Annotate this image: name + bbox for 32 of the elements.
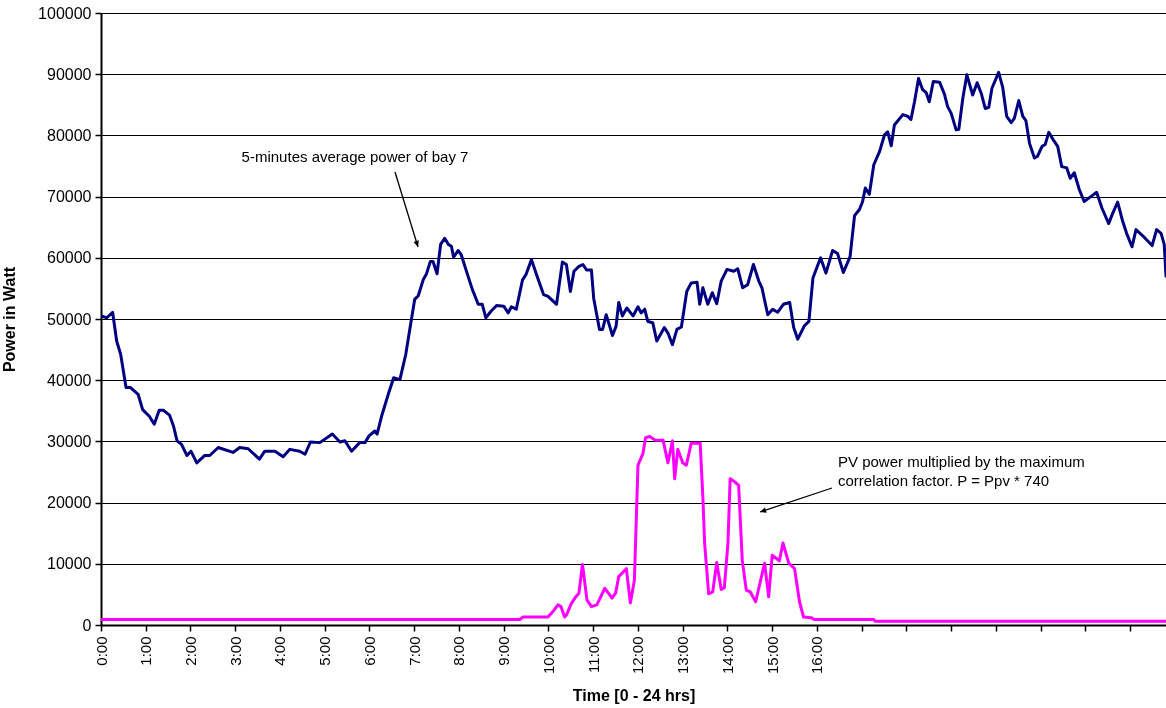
x-tick-label: 1:00 bbox=[137, 636, 155, 666]
x-tick-label: 14:00 bbox=[718, 636, 736, 675]
x-tick-label: 8:00 bbox=[450, 636, 468, 666]
y-tick-label: 100000 bbox=[38, 4, 92, 22]
x-tick-label: 5:00 bbox=[316, 636, 334, 666]
x-tick-label: 9:00 bbox=[495, 636, 513, 666]
annotation: 5-minutes average power of bay 7 bbox=[241, 148, 469, 165]
x-tick-label: 11:00 bbox=[584, 636, 602, 673]
y-tick-label: 10000 bbox=[47, 555, 92, 573]
x-tick-label: 6:00 bbox=[360, 636, 378, 666]
y-tick-label: 40000 bbox=[47, 371, 92, 389]
y-tick-label: 0 bbox=[82, 616, 92, 634]
y-axis-title: Power in Watt bbox=[0, 266, 18, 373]
y-tick-label: 60000 bbox=[47, 249, 92, 267]
x-tick-label: 13:00 bbox=[674, 636, 692, 675]
y-tick-label: 20000 bbox=[47, 494, 92, 512]
x-tick-label: 10:00 bbox=[539, 636, 557, 675]
x-tick-label: 16:00 bbox=[808, 636, 826, 675]
y-tick-label: 90000 bbox=[47, 65, 92, 83]
x-tick-label: 7:00 bbox=[405, 636, 423, 666]
annotation: PV power multiplied by the maximum correlation factor. P = Ppv * 740 bbox=[838, 453, 1085, 489]
y-tick-label: 70000 bbox=[47, 188, 92, 206]
x-tick-label: 12:00 bbox=[629, 636, 647, 675]
x-tick-label: 15:00 bbox=[763, 636, 781, 675]
y-tick-label: 30000 bbox=[47, 432, 92, 450]
x-tick-label: 3:00 bbox=[226, 636, 244, 666]
x-axis-title: Time [0 - 24 hrs] bbox=[572, 686, 696, 704]
y-tick-label: 80000 bbox=[47, 126, 92, 144]
x-tick-label: 4:00 bbox=[271, 636, 289, 666]
x-tick-label: 2:00 bbox=[182, 636, 199, 666]
x-tick-label: 0:00 bbox=[92, 636, 110, 666]
y-tick-label: 50000 bbox=[47, 310, 92, 328]
